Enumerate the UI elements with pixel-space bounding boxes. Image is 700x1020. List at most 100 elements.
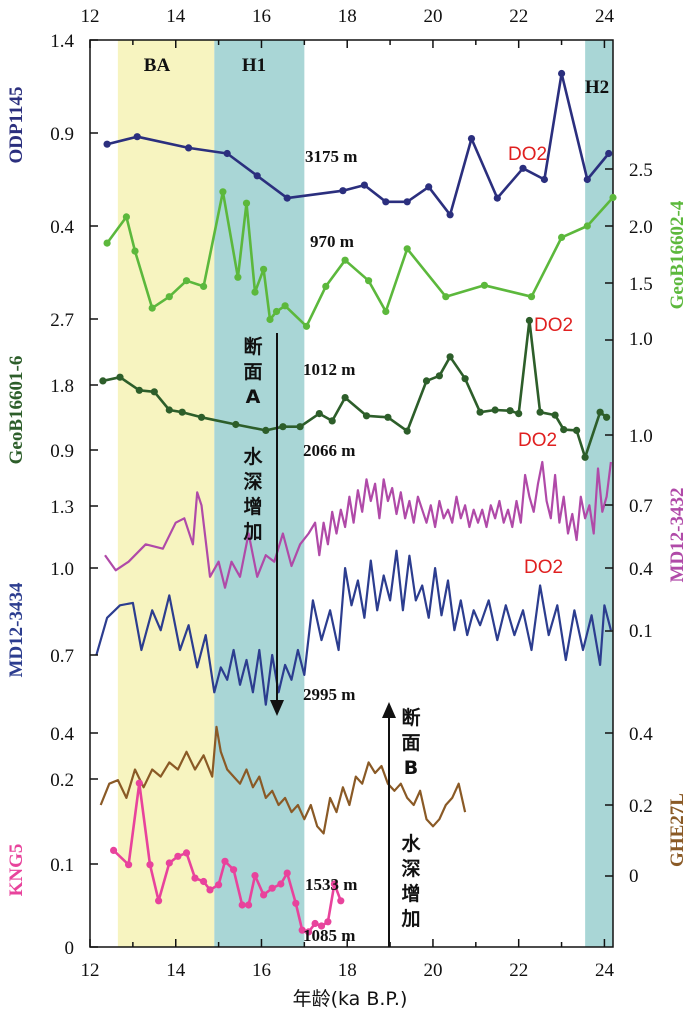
series-point-odp1145 [133,133,141,141]
series-point-kng5 [245,901,253,909]
series-point-geob16602-4 [260,265,268,273]
series-point-kng5 [221,857,229,865]
series-line-md12-3432 [104,460,612,589]
depth-label-odp1145: 3175 m [305,147,357,166]
series-point-odp1145 [339,187,347,195]
series-point-geob16602-4 [341,256,349,264]
right-y-tick-label: 2.0 [629,217,653,238]
series-title-geob16602-4: GeoB16602-4 [667,200,688,309]
depth-label-geob16601-6: 1012 m [303,360,355,379]
series-point-geob16601-6 [232,420,240,429]
top-x-tick-label: 24 [595,6,615,27]
section-a-char: 水 [243,446,263,468]
top-x-tick-labels: 12 14 16 18 20 22 24 [81,6,615,27]
right-y-tick-label: 2.5 [629,160,653,181]
series-point-kng5 [324,918,332,926]
series-point-odp1145 [253,172,261,180]
band-label-h1: H1 [242,55,266,76]
right-y-tick-label: 1.0 [629,426,653,447]
section-a-char: 断 [243,335,262,358]
series-point-geob16602-4 [558,233,566,241]
series-point-geob16601-6 [262,426,270,434]
series-point-geob16602-4 [527,293,536,301]
series-point-kng5 [277,880,285,888]
series-point-kng5 [251,872,259,880]
series-point-kng5 [260,891,268,899]
left-y-tick-label: 0.9 [50,441,74,462]
series-point-geob16601-6 [446,353,454,361]
right-y-tick-label: 0.2 [629,796,653,817]
depth-label-md12-3432: 2066 m [303,441,355,460]
right-y-tick-label: 0.4 [629,724,653,745]
band-label-h2: H2 [585,77,609,98]
series-point-geob16602-4 [302,322,311,330]
series-line-md12-3434 [95,549,612,706]
x-axis-label: 年龄(ka B.P.) [293,988,408,1010]
series-point-geob16602-4 [322,282,330,290]
bottom-x-tick-label: 18 [338,960,357,981]
bottom-x-tick-label: 20 [424,960,443,981]
series-point-geob16601-6 [461,375,469,383]
do2-label-geob16601-6: DO2 [534,315,573,336]
band-label-ba: BA [144,55,171,76]
section-b-annotation: 断 面 B 水 深 增 加 [382,702,421,947]
series-point-odp1145 [223,149,231,158]
section-b-char: 水 [401,833,421,855]
section-a-char: 增 [243,495,262,518]
top-x-tick-label: 12 [81,6,100,27]
series-point-geob16602-4 [251,288,259,296]
section-a-char: 深 [243,470,262,493]
series-point-geob16602-4 [219,188,227,196]
left-y-tick-label: 0.9 [50,124,74,145]
depth-label-geob16602-4: 970 m [310,232,354,251]
series-point-kng5 [135,779,143,787]
band-ba [117,40,215,947]
section-b-char: 面 [401,732,420,754]
left-y-tick-label: 1.3 [50,497,74,518]
series-point-geob16601-6 [315,410,323,418]
series-point-geob16601-6 [603,413,611,421]
bottom-x-tick-label: 14 [166,960,186,981]
series-point-kng5 [146,861,154,869]
series-point-geob16601-6 [197,413,206,421]
series-point-geob16602-4 [234,273,242,281]
section-a-char: 加 [242,521,262,543]
bottom-x-tick-label: 12 [81,960,100,981]
series-point-geob16601-6 [384,413,392,421]
left-y-tick-label: 2.7 [50,310,74,331]
series-point-kng5 [283,869,291,877]
top-x-tick-label: 18 [338,6,357,27]
left-y-tick-label: 0.4 [50,217,74,238]
series-point-kng5 [165,859,173,867]
section-a-arrow-head [270,700,284,716]
series-point-kng5 [268,884,276,892]
series-point-geob16601-6 [116,373,124,381]
left-y-tick-label: 1.0 [50,559,74,580]
left-y-tick-label: 0.2 [50,770,74,791]
series-point-geob16601-6 [150,388,158,396]
series-point-geob16601-6 [99,377,107,385]
depth-label-kng5: 1085 m [303,926,355,945]
series-point-geob16601-6 [135,386,143,394]
series-title-ghe27l: GHE27L [667,793,688,867]
right-y-tick-label: 0 [629,866,639,887]
series-point-geob16601-6 [536,408,544,416]
section-b-char: 增 [401,882,420,905]
series-point-geob16601-6 [403,427,411,435]
series-point-kng5 [330,880,338,888]
series-point-odp1145 [467,135,476,143]
series-point-odp1145 [103,140,111,148]
series-point-geob16602-4 [609,193,617,202]
depth-label-md12-3434: 2995 m [303,685,355,704]
series-point-geob16602-4 [281,302,289,310]
axis-ticks [89,39,613,948]
series-point-odp1145 [558,69,566,78]
series-point-odp1145 [493,194,501,202]
series-point-geob16602-4 [480,281,488,289]
series-point-geob16601-6 [573,426,581,434]
series-title-odp1145: ODP1145 [6,86,27,163]
series-point-geob16601-6 [296,423,304,431]
depth-label-ghe27l: 1533 m [305,875,357,894]
series-point-geob16601-6 [422,377,431,385]
series-point-geob16602-4 [131,247,139,255]
